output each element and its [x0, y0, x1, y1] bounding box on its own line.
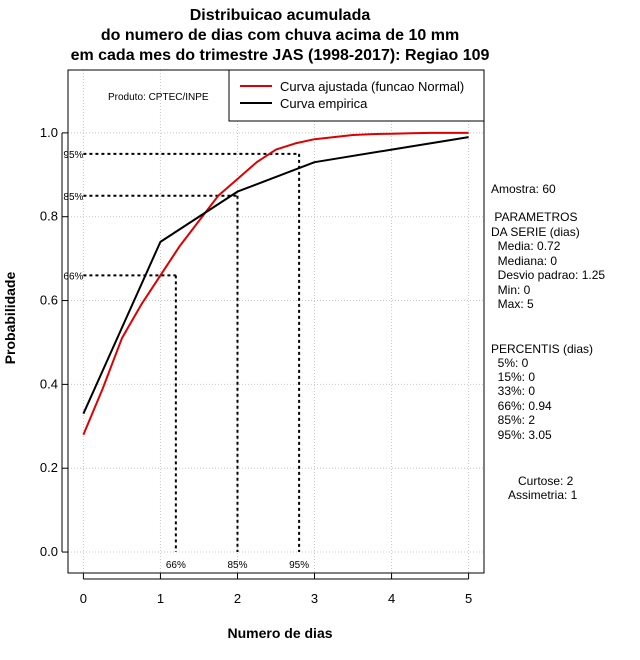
series-fitted-normal-line	[82, 131, 469, 436]
stat-mean: Media: 0.72	[491, 239, 561, 253]
chart-title-line-3: em cada mes do trimestre JAS (1998-2017)…	[70, 47, 490, 64]
stat-min: Min: 0	[491, 283, 531, 297]
percentile-33: 33%: 0	[491, 384, 536, 398]
stat-median: Mediana: 0	[491, 254, 558, 268]
percentile-85: 85%: 2	[491, 413, 536, 427]
chart-title-line-1: Distribuicao acumulada	[189, 7, 371, 24]
x-tick-label: 5	[465, 591, 472, 606]
sample-size: Amostra: 60	[491, 182, 556, 196]
grid-lines	[68, 70, 484, 573]
product-label: Produto: CPTEC/INPE	[108, 92, 209, 103]
chart-title-line-2: do numero de dias com chuva acima de 10 …	[100, 27, 460, 44]
x-tick-label: 3	[311, 591, 318, 606]
stat-skewness: Assimetria: 1	[508, 488, 578, 502]
percentile-label-y: 95%	[63, 150, 83, 161]
params-header-2: DA SERIE (dias)	[491, 225, 580, 239]
stat-max: Max: 5	[491, 297, 534, 311]
legend: Curva ajustada (funcao Normal) Curva emp…	[228, 69, 485, 122]
params-header-1: PARAMETROS	[491, 210, 578, 224]
y-tick-label: 0.8	[40, 209, 58, 224]
percentile-label-y: 66%	[63, 271, 83, 282]
stat-stddev: Desvio padrao: 1.25	[491, 268, 606, 282]
y-tick-label: 0.2	[40, 460, 58, 475]
x-tick-label: 0	[80, 591, 87, 606]
x-tick-label: 4	[388, 591, 395, 606]
x-tick-label: 2	[234, 591, 241, 606]
x-axis-label: Numero de dias	[227, 625, 333, 641]
y-tick-label: 1.0	[40, 125, 58, 140]
percentile-label-y: 85%	[63, 192, 83, 203]
percentile-label-x: 85%	[227, 560, 247, 571]
series-lines	[82, 131, 469, 436]
percentile-5: 5%: 0	[491, 356, 529, 370]
percentiles-header: PERCENTIS (dias)	[491, 342, 594, 356]
legend-label-empirical: Curva empirica	[280, 96, 368, 111]
percentile-markers: 66% 66% 85% 85% 95% 95%	[63, 150, 309, 571]
percentile-15: 15%: 0	[491, 370, 536, 384]
percentile-label-x: 95%	[289, 560, 309, 571]
y-tick-label: 0.0	[40, 544, 58, 559]
percentile-95: 95%: 3.05	[491, 428, 552, 442]
legend-label-fitted: Curva ajustada (funcao Normal)	[280, 79, 464, 94]
percentile-66: 66%: 0.94	[491, 399, 552, 413]
x-tick-label: 1	[157, 591, 164, 606]
y-axis-label: Probabilidade	[2, 271, 18, 365]
stat-kurtosis: Curtose: 2	[518, 474, 574, 488]
percentile-label-x: 66%	[166, 560, 186, 571]
series-empirical-line	[82, 136, 469, 415]
y-tick-label: 0.4	[40, 376, 58, 391]
axes: 0 1 2 3 4 5 0.0 0.2 0.4 0.6 0.8 1.0	[40, 125, 472, 606]
legend-box	[228, 69, 485, 122]
y-tick-label: 0.6	[40, 293, 58, 308]
